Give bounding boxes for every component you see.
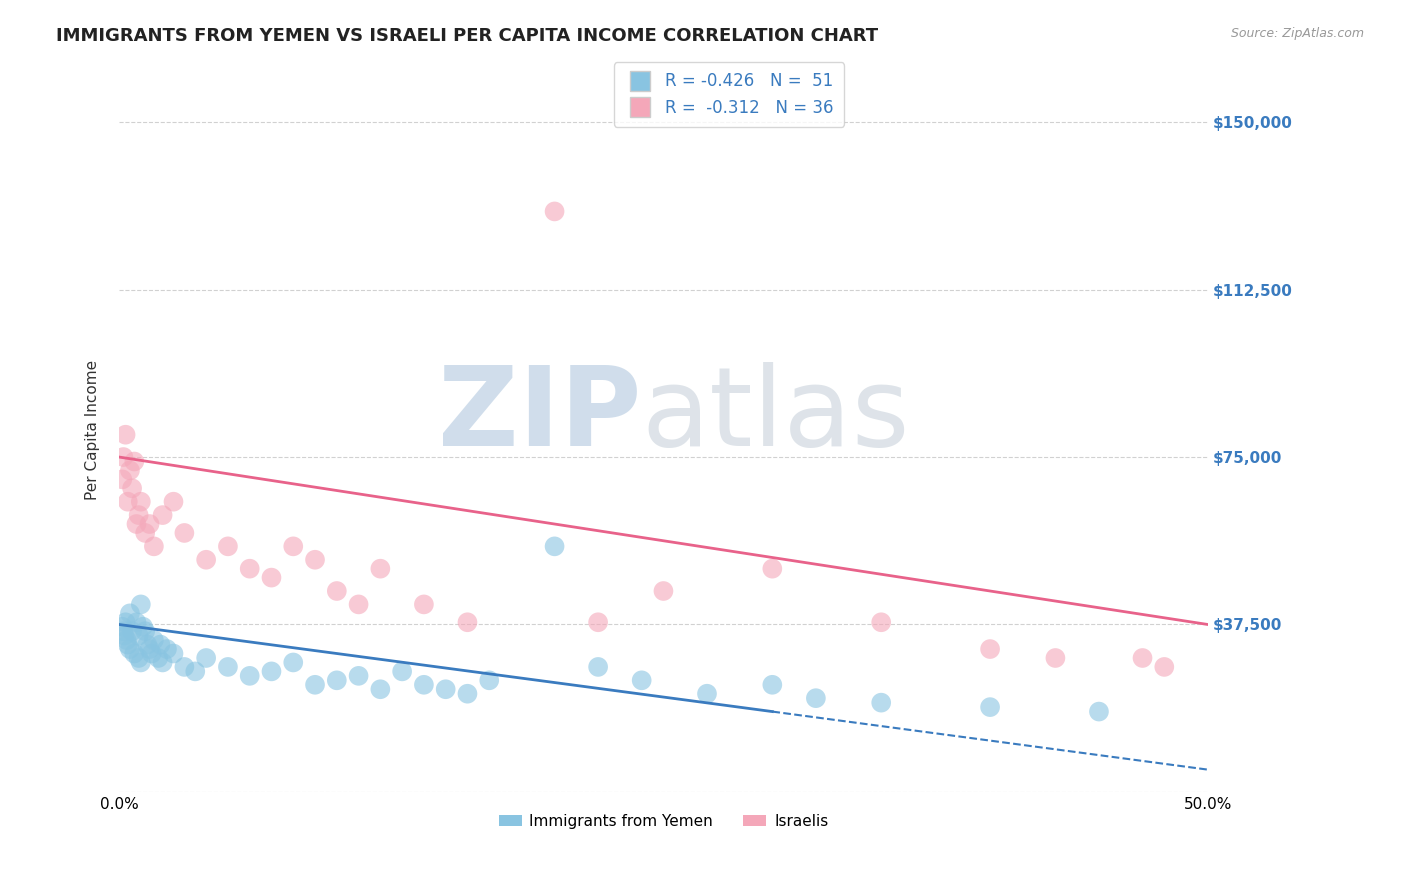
Point [124, 454, 146, 468]
Point [804, 691, 827, 706]
Point [586, 615, 609, 630]
Point [326, 673, 349, 688]
Point [118, 607, 141, 621]
Point [347, 669, 370, 683]
Point [304, 678, 326, 692]
Point [152, 508, 174, 522]
Point [129, 598, 152, 612]
Point [304, 553, 326, 567]
Point [162, 494, 184, 508]
Point [217, 660, 239, 674]
Point [413, 678, 436, 692]
Point [132, 620, 155, 634]
Point [195, 651, 218, 665]
Point [149, 638, 172, 652]
Point [347, 598, 370, 612]
Point [148, 651, 170, 665]
Point [173, 660, 195, 674]
Point [260, 571, 283, 585]
Point [117, 494, 139, 508]
Point [478, 673, 501, 688]
Point [134, 624, 156, 639]
Point [1153, 660, 1175, 674]
Point [195, 553, 218, 567]
Point [124, 647, 146, 661]
Point [652, 584, 675, 599]
Point [370, 682, 392, 697]
Point [761, 678, 783, 692]
Point [134, 525, 156, 540]
Text: atlas: atlas [641, 362, 910, 469]
Point [326, 584, 349, 599]
Y-axis label: Per Capita Income: Per Capita Income [86, 360, 100, 500]
Text: Source: ZipAtlas.com: Source: ZipAtlas.com [1230, 27, 1364, 40]
Point [870, 696, 893, 710]
Point [114, 615, 136, 630]
Point [129, 656, 152, 670]
Point [260, 665, 283, 679]
Text: ZIP: ZIP [439, 362, 641, 469]
Point [117, 638, 139, 652]
Point [456, 615, 478, 630]
Point [283, 539, 305, 553]
Point [142, 633, 165, 648]
Point [979, 700, 1001, 714]
Point [125, 615, 148, 630]
Point [543, 204, 565, 219]
Point [142, 539, 165, 553]
Point [543, 539, 565, 553]
Point [141, 647, 163, 661]
Text: IMMIGRANTS FROM YEMEN VS ISRAELI PER CAPITA INCOME CORRELATION CHART: IMMIGRANTS FROM YEMEN VS ISRAELI PER CAP… [56, 27, 879, 45]
Point [630, 673, 652, 688]
Point [239, 669, 262, 683]
Point [114, 629, 136, 643]
Point [156, 642, 179, 657]
Point [979, 642, 1001, 657]
Point [1045, 651, 1067, 665]
Point [112, 450, 135, 464]
Point [128, 508, 150, 522]
Point [456, 687, 478, 701]
Point [239, 562, 262, 576]
Point [118, 463, 141, 477]
Point [217, 539, 239, 553]
Point [138, 642, 160, 657]
Point [112, 624, 135, 639]
Point [696, 687, 718, 701]
Point [125, 516, 148, 531]
Point [870, 615, 893, 630]
Point [152, 656, 174, 670]
Point [128, 629, 150, 643]
Point [136, 638, 159, 652]
Point [413, 598, 436, 612]
Point [114, 427, 136, 442]
Point [162, 647, 184, 661]
Point [391, 665, 413, 679]
Point [115, 633, 138, 648]
Point [434, 682, 457, 697]
Point [121, 481, 143, 495]
Point [1088, 705, 1111, 719]
Point [761, 562, 783, 576]
Point [118, 642, 141, 657]
Point [173, 525, 195, 540]
Point [283, 656, 305, 670]
Point [121, 624, 143, 639]
Point [586, 660, 609, 674]
Point [370, 562, 392, 576]
Point [1132, 651, 1154, 665]
Point [138, 516, 160, 531]
Point [184, 665, 207, 679]
Point [111, 472, 134, 486]
Point [128, 651, 150, 665]
Point [129, 494, 152, 508]
Legend: Immigrants from Yemen, Israelis: Immigrants from Yemen, Israelis [492, 808, 834, 835]
Point [111, 620, 134, 634]
